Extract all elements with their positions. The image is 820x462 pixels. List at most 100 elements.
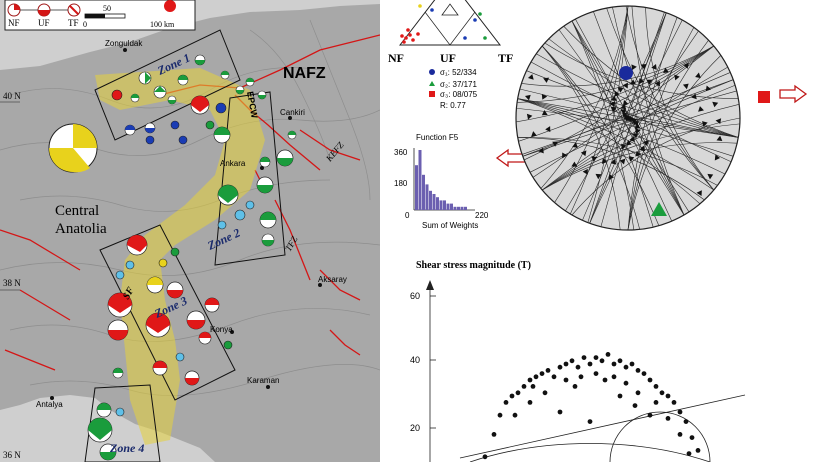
scatter-point <box>509 393 515 399</box>
great-circle <box>554 5 629 203</box>
slip-arrow <box>580 150 587 157</box>
legend-label-tf: TF <box>68 18 79 28</box>
stress-legend <box>429 69 435 97</box>
slip-arrow <box>609 101 616 108</box>
great-circle <box>522 90 737 157</box>
ternary-label-uf: UF <box>440 51 456 65</box>
slip-arrow <box>696 190 702 197</box>
slip-arrow <box>705 85 712 92</box>
chart-y-40: 40 <box>410 355 420 365</box>
scatter-point <box>623 364 629 370</box>
scatter-point <box>545 368 551 373</box>
scatter-point <box>647 412 653 418</box>
scatter-point <box>653 400 659 405</box>
scatter-point <box>557 364 563 370</box>
scatter-point <box>578 374 584 380</box>
great-circle <box>548 38 739 138</box>
scatter-point <box>497 412 503 418</box>
great-circle <box>518 45 714 142</box>
scatter-point <box>587 361 593 367</box>
scatter-point <box>530 384 536 389</box>
sigma2-legend-symbol <box>429 81 435 86</box>
slip-arrow <box>702 121 708 127</box>
city-dots <box>50 48 322 400</box>
slip-arrow <box>625 139 632 146</box>
chart-y-20: 20 <box>410 423 420 433</box>
slip-arrow <box>562 152 568 159</box>
histogram-bar <box>439 200 443 210</box>
slip-arrow <box>619 158 626 165</box>
slip-arrow <box>543 77 550 83</box>
histogram-bar <box>432 194 436 210</box>
legend-red-beachball <box>164 0 176 12</box>
great-circle <box>517 98 714 191</box>
great-circle <box>571 20 673 222</box>
scatter-point <box>521 384 527 389</box>
scale-tick-100: 100 km <box>150 20 175 29</box>
slip-arrow <box>695 72 701 79</box>
slip-arrow <box>622 99 629 106</box>
histogram-y-360: 360 <box>394 148 408 157</box>
legend-class-symbols <box>7 3 81 17</box>
city-antalya: Antalya <box>36 400 63 409</box>
scatter-point <box>683 419 689 424</box>
stress-analysis-panel: NF UF TF σ₁: 52/334 σ₂: 37/171 σ₃: 08/07… <box>380 0 820 462</box>
slip-arrow <box>674 74 680 81</box>
scatter-point <box>512 412 518 418</box>
scatter-point <box>563 361 569 367</box>
scatter-point <box>695 448 701 453</box>
slip-arrow <box>595 173 602 180</box>
stereonet-slip-arrows <box>524 62 723 197</box>
slip-arrow <box>622 82 628 89</box>
ternary-label-nf: NF <box>388 51 404 65</box>
histogram-bar <box>446 203 450 210</box>
slip-arrow <box>572 142 578 148</box>
sigma2-value: σ₂: 37/171 <box>440 80 478 89</box>
slip-arrow <box>642 140 649 147</box>
great-circle <box>542 66 728 191</box>
histogram-bar <box>415 165 418 210</box>
scatter-point <box>515 390 521 396</box>
slip-arrow <box>527 74 534 80</box>
zone-3-box <box>99 224 236 401</box>
relief-texture <box>0 19 381 396</box>
study-zone-swath <box>95 68 265 445</box>
slip-arrow <box>646 79 653 85</box>
slip-arrow <box>620 108 626 115</box>
slip-arrow <box>610 106 617 112</box>
great-circle <box>521 45 714 87</box>
great-circle <box>571 20 654 228</box>
histogram-bar <box>425 184 429 210</box>
slip-arrow <box>654 80 660 87</box>
city-zonguldak: Zonguldak <box>105 39 143 48</box>
legend-label-nf: NF <box>8 18 20 28</box>
shear-stress-chart: 60 40 20 <box>410 280 746 462</box>
slip-arrow <box>610 95 617 101</box>
slip-arrow <box>629 79 636 85</box>
great-circle <box>536 53 739 138</box>
slip-arrow <box>629 136 635 143</box>
latitude-40n: 40 N <box>3 91 21 101</box>
scatter-point <box>623 380 629 386</box>
latitude-38n: 38 N <box>3 278 21 288</box>
great-circle <box>517 98 726 175</box>
slip-arrow <box>631 64 637 71</box>
slip-arrow <box>682 83 689 90</box>
slip-arrow <box>640 63 647 70</box>
great-circle <box>625 5 715 191</box>
histogram-x-label: Sum of Weights <box>422 221 478 230</box>
great-circle <box>517 45 714 103</box>
ternary-label-tf: TF <box>498 51 513 65</box>
scatter-point <box>593 371 599 376</box>
scatter-point <box>647 377 653 383</box>
fault-label-sf: SF <box>121 285 137 301</box>
scatter-point <box>491 432 497 437</box>
scatter-point <box>641 371 647 376</box>
great-circle <box>612 7 685 216</box>
scatter-points <box>482 352 701 460</box>
slip-arrow <box>541 93 548 100</box>
slip-arrow <box>631 118 638 124</box>
scale-tick-50: 50 <box>103 4 111 13</box>
slip-arrow <box>635 127 641 134</box>
ternary-uf-marker <box>441 3 459 16</box>
